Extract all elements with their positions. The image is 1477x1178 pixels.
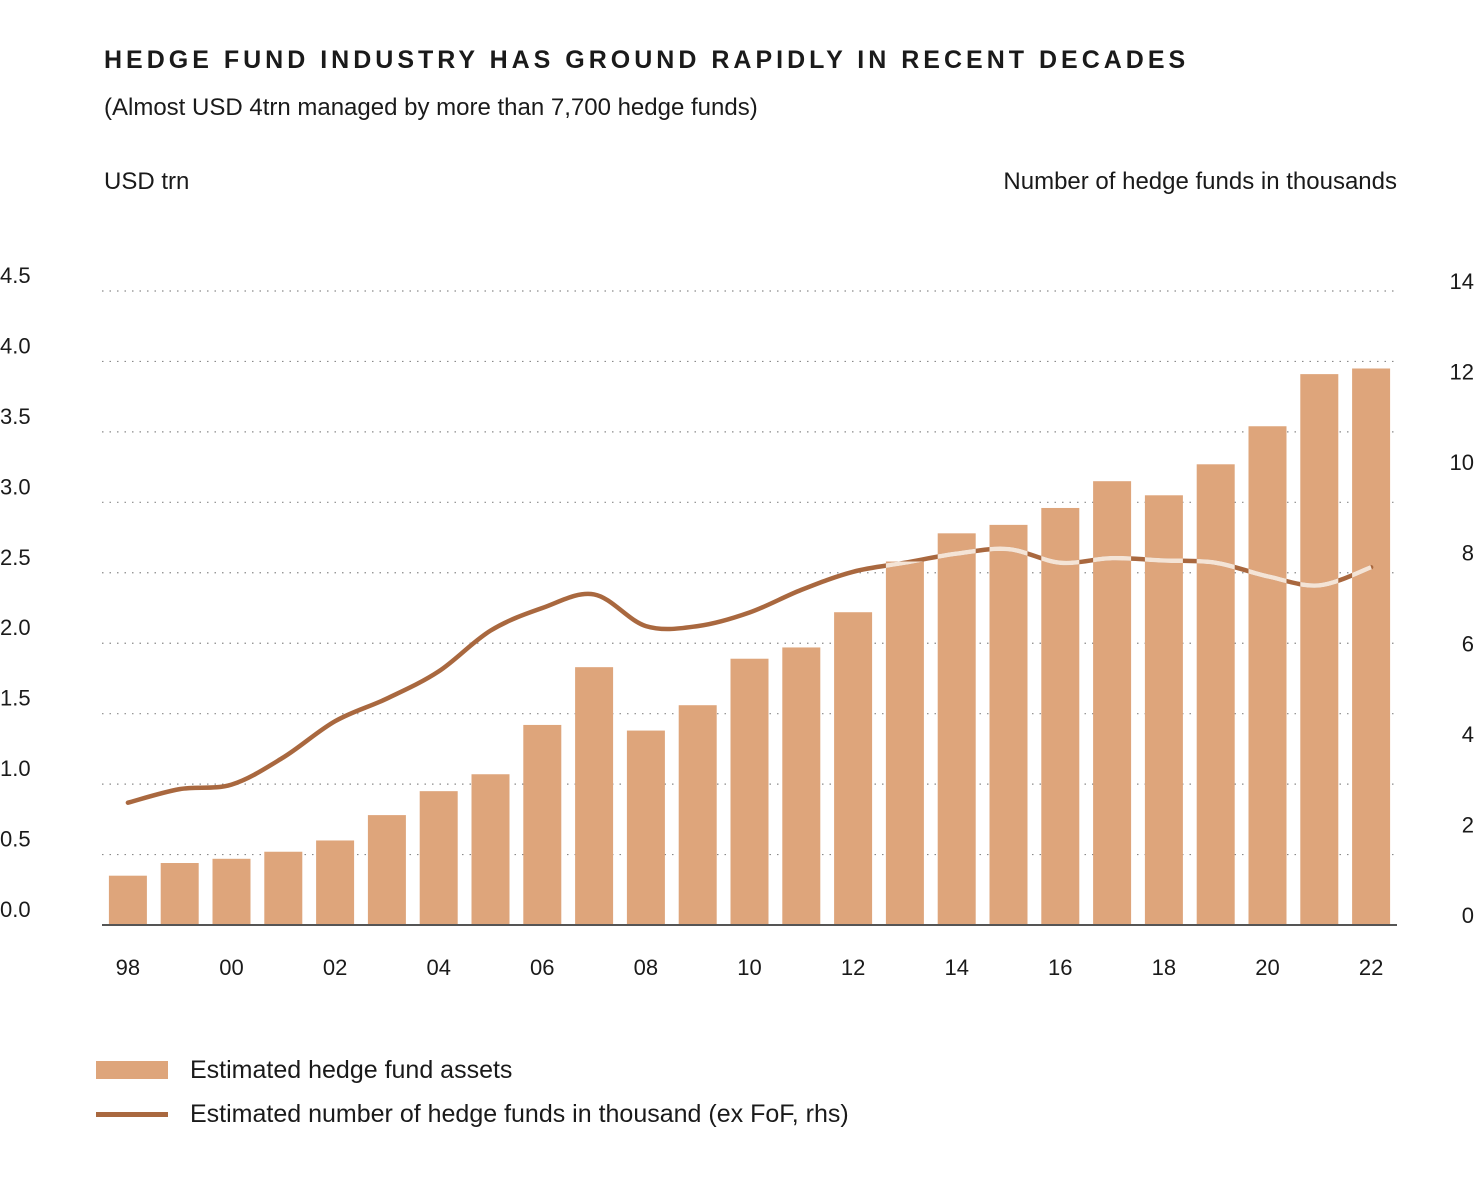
bar <box>108 875 147 925</box>
chart-subtitle: (Almost USD 4trn managed by more than 7,… <box>104 94 758 121</box>
line-swatch <box>96 1111 168 1117</box>
bar <box>160 863 199 925</box>
legend-item-assets: Estimated hedge fund assets <box>96 1048 849 1092</box>
x-tick-label: 08 <box>634 955 658 980</box>
bar <box>1352 368 1391 925</box>
y-right-tick-label: 2 <box>1462 812 1474 837</box>
bar <box>989 524 1028 925</box>
bar <box>575 667 614 925</box>
axes: 0.00.51.01.52.02.53.03.54.04.50246810121… <box>0 263 1474 980</box>
y-left-tick-label: 3.5 <box>0 404 31 429</box>
bar <box>1144 495 1183 925</box>
bar <box>885 561 924 925</box>
x-tick-label: 98 <box>116 955 140 980</box>
y-right-tick-label: 14 <box>1450 269 1474 294</box>
x-tick-label: 00 <box>219 955 243 980</box>
legend: Estimated hedge fund assets Estimated nu… <box>96 1048 849 1136</box>
bar <box>367 815 406 925</box>
y-right-tick-label: 8 <box>1462 541 1474 566</box>
bar <box>730 658 769 925</box>
y-left-tick-label: 4.0 <box>0 333 31 358</box>
x-tick-label: 18 <box>1152 955 1176 980</box>
x-tick-label: 16 <box>1048 955 1072 980</box>
bar <box>1300 374 1339 925</box>
y-right-tick-label: 4 <box>1462 722 1474 747</box>
left-axis-unit: USD trn <box>104 168 190 195</box>
y-left-tick-label: 3.0 <box>0 474 31 499</box>
y-left-tick-label: 1.5 <box>0 686 31 711</box>
asset-bars <box>108 368 1391 925</box>
y-left-tick-label: 0.0 <box>0 897 31 922</box>
bar <box>1093 481 1132 925</box>
fund-count-line <box>125 546 1374 805</box>
right-axis-unit: Number of hedge funds in thousands <box>1003 168 1397 195</box>
bar <box>264 851 303 925</box>
y-right-tick-label: 12 <box>1450 360 1474 385</box>
bar <box>212 858 251 925</box>
x-tick-label: 12 <box>841 955 865 980</box>
bar <box>419 791 458 925</box>
bar <box>782 647 821 925</box>
y-right-tick-label: 10 <box>1450 450 1474 475</box>
x-tick-label: 22 <box>1359 955 1383 980</box>
bar <box>471 774 510 925</box>
x-tick-label: 06 <box>530 955 554 980</box>
x-tick-label: 14 <box>944 955 968 980</box>
x-tick-label: 20 <box>1255 955 1279 980</box>
bar <box>834 612 873 925</box>
y-right-tick-label: 0 <box>1462 903 1474 928</box>
chart-canvas: 0.00.51.01.52.02.53.03.54.04.50246810121… <box>0 263 1474 980</box>
bar-swatch <box>96 1061 168 1079</box>
bar <box>316 840 355 925</box>
bar <box>1196 464 1235 925</box>
bar <box>678 705 717 925</box>
legend-label-funds: Estimated number of hedge funds in thous… <box>190 1099 849 1128</box>
x-tick-label: 04 <box>426 955 450 980</box>
y-right-tick-label: 6 <box>1462 631 1474 656</box>
y-left-tick-label: 4.5 <box>0 263 31 288</box>
bar <box>1041 507 1080 925</box>
legend-item-funds: Estimated number of hedge funds in thous… <box>96 1092 849 1136</box>
x-tick-label: 02 <box>323 955 347 980</box>
bar <box>937 533 976 925</box>
bar <box>626 730 665 925</box>
y-left-tick-label: 2.0 <box>0 615 31 640</box>
bar <box>523 724 562 925</box>
bar <box>1248 426 1287 925</box>
x-tick-label: 10 <box>737 955 761 980</box>
y-left-tick-label: 0.5 <box>0 827 31 852</box>
y-left-tick-label: 2.5 <box>0 545 31 570</box>
chart-title: HEDGE FUND INDUSTRY HAS GROUND RAPIDLY I… <box>104 46 1190 74</box>
y-left-tick-label: 1.0 <box>0 756 31 781</box>
legend-label-assets: Estimated hedge fund assets <box>190 1055 513 1084</box>
